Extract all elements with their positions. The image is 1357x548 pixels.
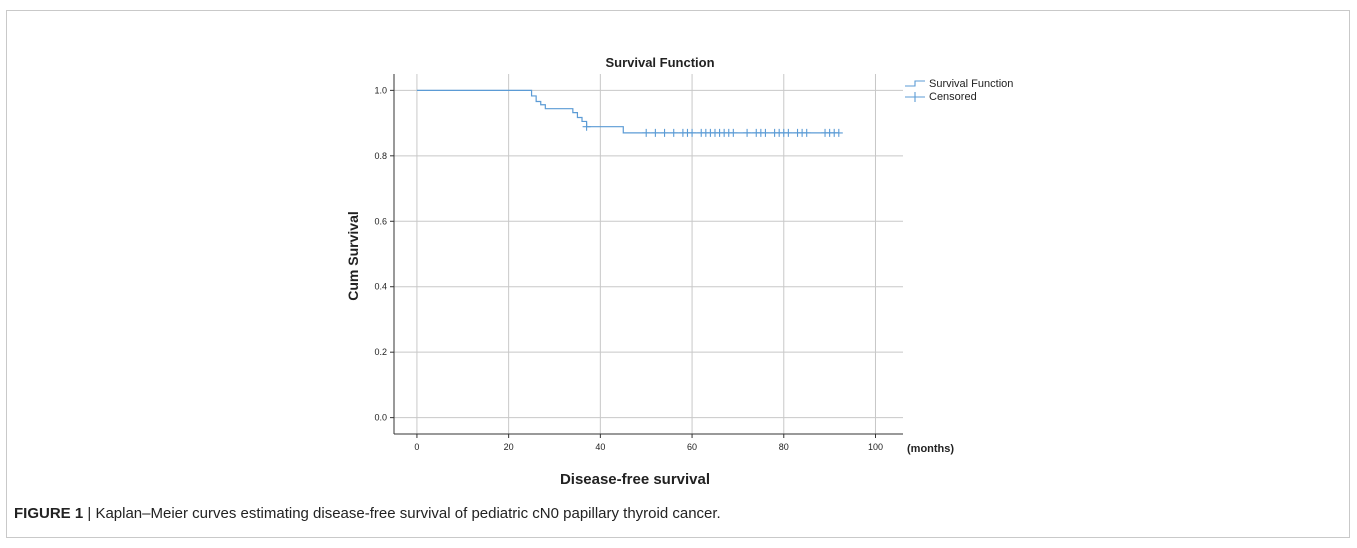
legend-label: Censored <box>929 91 977 103</box>
censored-marker <box>642 128 651 137</box>
x-tick-label: 20 <box>504 442 514 452</box>
axes: 0 20 40 60 80 100 0.0 0.2 0.4 0.6 0.8 1.0 <box>374 74 903 452</box>
censored-marker <box>784 128 793 137</box>
x-tick-label: 0 <box>414 442 419 452</box>
x-axis-label: Disease-free survival <box>560 471 710 488</box>
censored-marker <box>688 128 697 137</box>
y-axis-label: Cum Survival <box>345 211 361 300</box>
x-tick-label: 40 <box>595 442 605 452</box>
grid-lines <box>394 74 903 434</box>
censored-marker <box>651 128 660 137</box>
y-tick-label: 0.0 <box>374 413 387 423</box>
x-tick-label: 80 <box>779 442 789 452</box>
legend-label: Survival Function <box>929 78 1013 90</box>
figure-caption: FIGURE 1 | Kaplan–Meier curves estimatin… <box>14 505 721 522</box>
x-tick-label: 60 <box>687 442 697 452</box>
x-axis-unit-label: (months) <box>907 443 954 455</box>
y-tick-label: 0.4 <box>374 282 387 292</box>
censored-marker <box>660 128 669 137</box>
censored-marker <box>802 128 811 137</box>
censored-marker <box>729 128 738 137</box>
censored-marker <box>669 128 678 137</box>
legend-step-swatch <box>905 80 925 87</box>
y-tick-label: 0.8 <box>374 151 387 161</box>
figure-frame <box>6 10 1350 538</box>
series-layer <box>416 89 843 137</box>
caption-text: Kaplan–Meier curves estimating disease-f… <box>95 505 721 522</box>
censored-marker <box>743 128 752 137</box>
caption-separator: | <box>87 505 92 522</box>
y-tick-label: 1.0 <box>374 85 387 95</box>
y-tick-label: 0.2 <box>374 347 387 357</box>
y-tick-label: 0.6 <box>374 216 387 226</box>
censored-marker <box>761 128 770 137</box>
legend-censored-swatch <box>905 92 925 102</box>
chart-title: Survival Function <box>605 55 714 70</box>
x-tick-label: 100 <box>868 442 883 452</box>
censored-marker <box>582 122 591 131</box>
figure-label: FIGURE 1 <box>14 505 84 522</box>
censored-marker <box>834 128 843 137</box>
survival-step-line <box>416 89 839 134</box>
